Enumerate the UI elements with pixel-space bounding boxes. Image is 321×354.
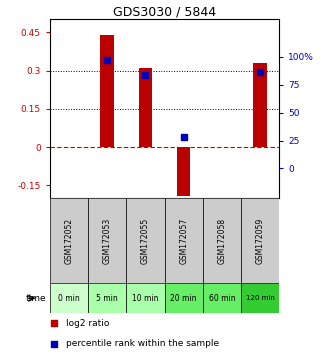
Bar [50, 283, 88, 313]
Text: percentile rank within the sample: percentile rank within the sample [66, 339, 219, 348]
Bar [126, 283, 164, 313]
Bar [203, 198, 241, 283]
Bar [164, 283, 203, 313]
Point [105, 57, 110, 63]
Bar [88, 198, 126, 283]
Bar [241, 198, 279, 283]
Text: 120 min: 120 min [246, 295, 274, 301]
Point [181, 134, 186, 140]
Bar [100, 35, 114, 147]
Title: GDS3030 / 5844: GDS3030 / 5844 [113, 5, 216, 18]
Bar [139, 68, 152, 147]
Text: 20 min: 20 min [170, 294, 197, 303]
Text: GSM172052: GSM172052 [65, 218, 74, 264]
Text: GSM172058: GSM172058 [217, 218, 226, 264]
Point [257, 69, 263, 75]
Bar [241, 283, 279, 313]
Point [143, 72, 148, 78]
Text: GSM172055: GSM172055 [141, 218, 150, 264]
Text: 10 min: 10 min [132, 294, 159, 303]
Text: 5 min: 5 min [96, 294, 118, 303]
Bar [164, 198, 203, 283]
Text: GSM172057: GSM172057 [179, 218, 188, 264]
Text: time: time [26, 294, 47, 303]
Bar [203, 283, 241, 313]
Bar [126, 198, 164, 283]
Text: log2 ratio: log2 ratio [66, 319, 109, 328]
Bar [254, 63, 267, 147]
Text: GSM172059: GSM172059 [256, 218, 265, 264]
Bar [50, 198, 88, 283]
Text: 0 min: 0 min [58, 294, 80, 303]
Bar [88, 283, 126, 313]
Text: GSM172053: GSM172053 [103, 218, 112, 264]
Point [52, 341, 57, 347]
Point [52, 321, 57, 326]
Text: 60 min: 60 min [209, 294, 235, 303]
Bar [177, 147, 190, 196]
